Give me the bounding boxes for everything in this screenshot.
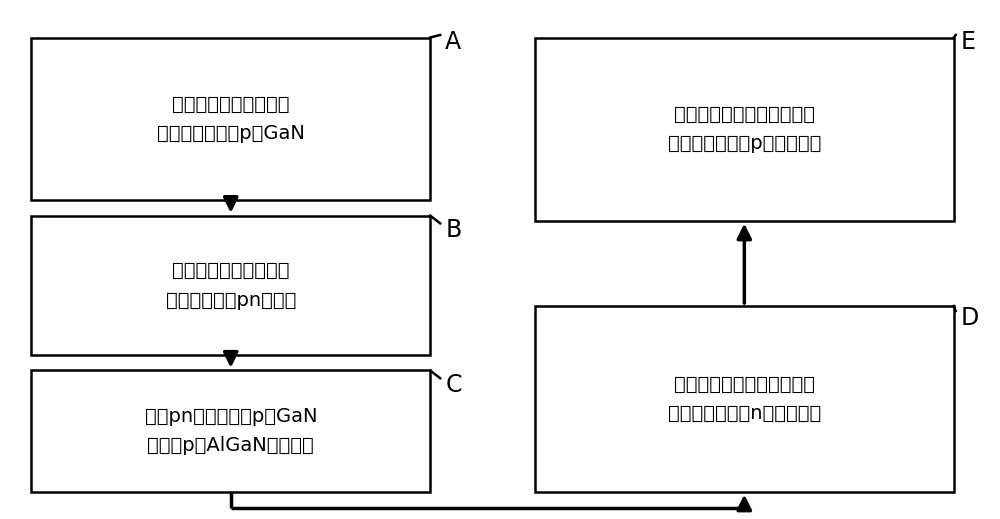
Text: 刻蚀pn结台面上的p型GaN
和部分p型AlGaN形成凹坑: 刻蚀pn结台面上的p型GaN 和部分p型AlGaN形成凹坑 (144, 407, 317, 455)
Text: C: C (445, 373, 462, 397)
Text: 在硅衬底上生长紫外发
光二极管结构至p型GaN: 在硅衬底上生长紫外发 光二极管结构至p型GaN (157, 94, 305, 143)
FancyBboxPatch shape (535, 37, 954, 221)
Text: E: E (961, 30, 976, 54)
Text: B: B (445, 218, 461, 242)
Text: A: A (445, 30, 461, 54)
Text: D: D (961, 306, 979, 330)
FancyBboxPatch shape (535, 306, 954, 492)
FancyBboxPatch shape (31, 215, 430, 355)
Text: 通过光刻、薄膜沉积、剥离
和退火工艺形成n型接触电极: 通过光刻、薄膜沉积、剥离 和退火工艺形成n型接触电极 (668, 375, 821, 423)
FancyBboxPatch shape (31, 37, 430, 200)
FancyBboxPatch shape (31, 371, 430, 492)
Text: 通过光刻和刻蚀工艺形
成发光二极管pn结台面: 通过光刻和刻蚀工艺形 成发光二极管pn结台面 (166, 261, 296, 309)
Text: 通过光刻、薄膜沉积、剥离
和退火工艺形成p型接触电极: 通过光刻、薄膜沉积、剥离 和退火工艺形成p型接触电极 (668, 105, 821, 154)
